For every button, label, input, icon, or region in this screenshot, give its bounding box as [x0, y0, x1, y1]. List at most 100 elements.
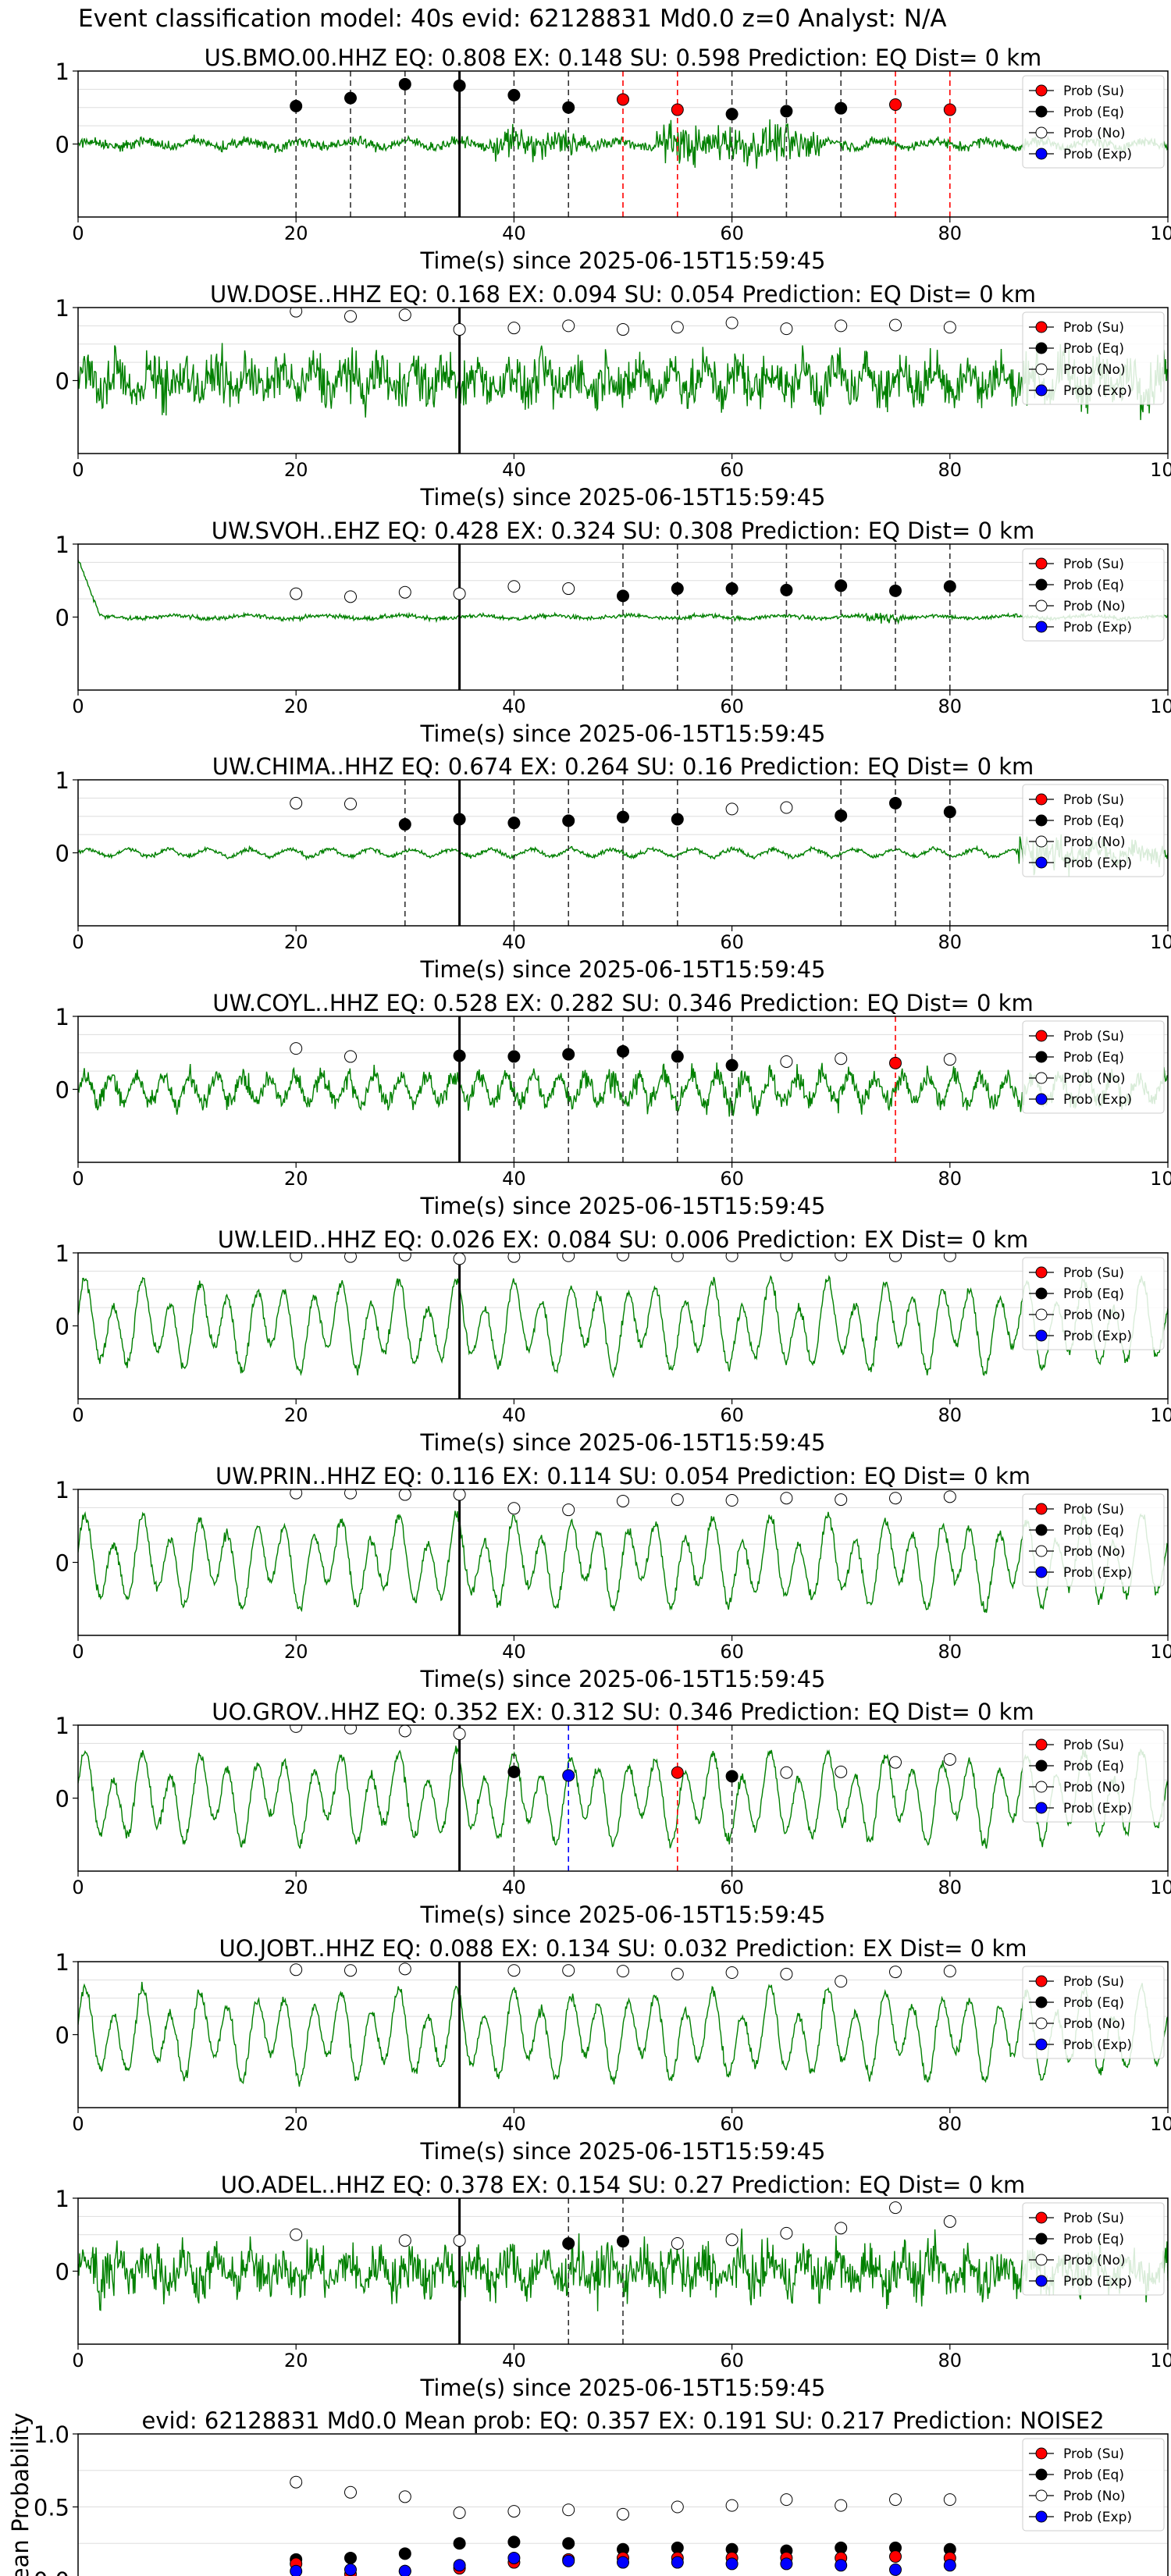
- legend-marker-su: [1035, 2211, 1048, 2224]
- prob-point-no: [943, 1752, 956, 1766]
- legend-label: Prob (Exp): [1063, 1565, 1132, 1581]
- prob-point-no: [562, 319, 575, 333]
- legend-label: Prob (Su): [1063, 792, 1124, 808]
- panel-title: UW.DOSE..HHZ EQ: 0.168 EX: 0.094 SU: 0.0…: [210, 281, 1036, 308]
- x-tick-label: 0: [72, 2113, 84, 2135]
- y-tick-label: 0: [55, 841, 69, 867]
- legend-marker-eq: [1035, 2468, 1048, 2481]
- legend-marker-exp: [1035, 1802, 1048, 1814]
- prob-point-su: [671, 103, 684, 116]
- x-tick-label: 60: [720, 1877, 744, 1898]
- legend-label: Prob (Eq): [1063, 1050, 1124, 1066]
- prob-point-eq: [725, 582, 739, 596]
- panel-title: UW.COYL..HHZ EQ: 0.528 EX: 0.282 SU: 0.3…: [212, 990, 1033, 1016]
- x-tick-label: 40: [502, 696, 526, 717]
- prob-point-eq: [889, 584, 902, 597]
- legend-label: Prob (No): [1063, 2253, 1126, 2268]
- legend-label: Prob (No): [1063, 1780, 1126, 1795]
- prob-point-no: [453, 1489, 466, 1501]
- prob-point-su: [671, 1766, 684, 1779]
- legend-label: Prob (Su): [1063, 557, 1124, 572]
- x-tick-label: 20: [284, 1877, 308, 1898]
- prob-point-no: [344, 1050, 357, 1063]
- prob-point-no: [398, 308, 411, 322]
- legend-label: Prob (Eq): [1063, 578, 1124, 593]
- prob-point-no: [344, 310, 357, 323]
- legend-marker-no: [1035, 363, 1048, 375]
- panel-title: UO.ADEL..HHZ EQ: 0.378 EX: 0.154 SU: 0.2…: [221, 2172, 1026, 2198]
- prob-point-no: [780, 1492, 793, 1505]
- mean-point-eq: [507, 2535, 521, 2549]
- prob-point-no: [398, 1725, 411, 1738]
- legend-box: [1022, 2202, 1165, 2296]
- station-panel-10: UO.ADEL..HHZ EQ: 0.378 EX: 0.154 SU: 0.2…: [55, 2172, 1171, 2401]
- prob-point-eq: [453, 813, 466, 826]
- prob-point-eq: [835, 809, 848, 822]
- prob-point-no: [290, 2228, 303, 2241]
- plot-area: [78, 2434, 1168, 2576]
- mean-point-no: [507, 2505, 521, 2518]
- axes-frame: [77, 1961, 1169, 2108]
- legend-label: Prob (No): [1063, 362, 1126, 378]
- legend-marker-exp: [1035, 384, 1048, 397]
- mean-point-no: [344, 2485, 357, 2499]
- prob-point-eq: [507, 1050, 521, 1063]
- legend-marker-eq: [1035, 1759, 1048, 1772]
- legend-label: Prob (Su): [1063, 2211, 1124, 2226]
- mean-point-exp: [507, 2551, 521, 2564]
- panel-title: UO.GROV..HHZ EQ: 0.352 EX: 0.312 SU: 0.3…: [212, 1699, 1034, 1725]
- legend: Prob (Su) Prob (Eq) Prob (No) Prob (Exp): [1022, 1257, 1165, 1350]
- legend-box: [1022, 1020, 1165, 1114]
- mean-point-no: [889, 2493, 902, 2507]
- prob-point-no: [507, 1253, 521, 1263]
- legend-box: [1022, 784, 1165, 877]
- x-tick-label: 80: [938, 696, 963, 717]
- prob-point-su: [889, 1056, 902, 1069]
- prob-point-no: [617, 1965, 629, 1978]
- plot-area: [78, 544, 1168, 690]
- x-tick-label: 100: [1150, 1641, 1171, 1663]
- x-tick-label: 20: [284, 1168, 308, 1190]
- y-tick-label: 0: [55, 368, 69, 395]
- legend-marker-exp: [1035, 2275, 1048, 2287]
- mean-point-exp: [671, 2556, 684, 2569]
- x-tick-label: 80: [938, 2113, 963, 2135]
- prob-point-eq: [780, 583, 793, 596]
- prob-point-no: [344, 1489, 357, 1500]
- legend: Prob (Su) Prob (Eq) Prob (No) Prob (Exp): [1022, 1966, 1165, 2059]
- y-tick-label: 1.0: [34, 2421, 69, 2448]
- legend-marker-su: [1035, 793, 1048, 806]
- prob-point-no: [290, 1042, 303, 1055]
- mean-point-exp: [835, 2559, 848, 2572]
- seismogram-trace: [78, 341, 1168, 421]
- legend-marker-su: [1035, 1030, 1048, 1042]
- prob-point-eq: [889, 796, 902, 809]
- prob-point-eq: [671, 813, 684, 826]
- prob-point-no: [398, 2234, 411, 2247]
- legend-marker-no: [1035, 126, 1048, 139]
- x-tick-label: 40: [502, 1404, 526, 1426]
- x-tick-label: 0: [72, 931, 84, 953]
- prob-point-no: [780, 1055, 793, 1068]
- station-panel-9: UO.JOBT..HHZ EQ: 0.088 EX: 0.134 SU: 0.0…: [55, 1935, 1171, 2165]
- legend-label: Prob (Exp): [1063, 2274, 1132, 2290]
- legend-box: [1022, 1729, 1165, 1823]
- prob-point-no: [507, 1964, 521, 1977]
- station-panel-2: UW.DOSE..HHZ EQ: 0.168 EX: 0.094 SU: 0.0…: [55, 281, 1171, 511]
- legend-label: Prob (Su): [1063, 84, 1124, 99]
- prob-point-eq: [725, 108, 739, 121]
- legend-label: Prob (Exp): [1063, 1092, 1132, 1108]
- prob-point-no: [290, 1253, 303, 1262]
- mean-point-exp: [453, 2559, 466, 2572]
- y-tick-label: 0: [55, 1550, 69, 1577]
- mean-point-exp: [398, 2564, 411, 2576]
- prob-point-no: [290, 1963, 303, 1976]
- y-tick-label: 1: [55, 767, 69, 794]
- prob-point-no: [344, 1725, 357, 1735]
- prob-point-eq: [562, 1048, 575, 1061]
- mean-point-eq: [344, 2551, 357, 2564]
- legend-label: Prob (Eq): [1063, 1523, 1124, 1539]
- prob-point-no: [617, 323, 629, 336]
- x-tick-label: 0: [72, 222, 84, 244]
- x-tick-label: 0: [72, 1877, 84, 1898]
